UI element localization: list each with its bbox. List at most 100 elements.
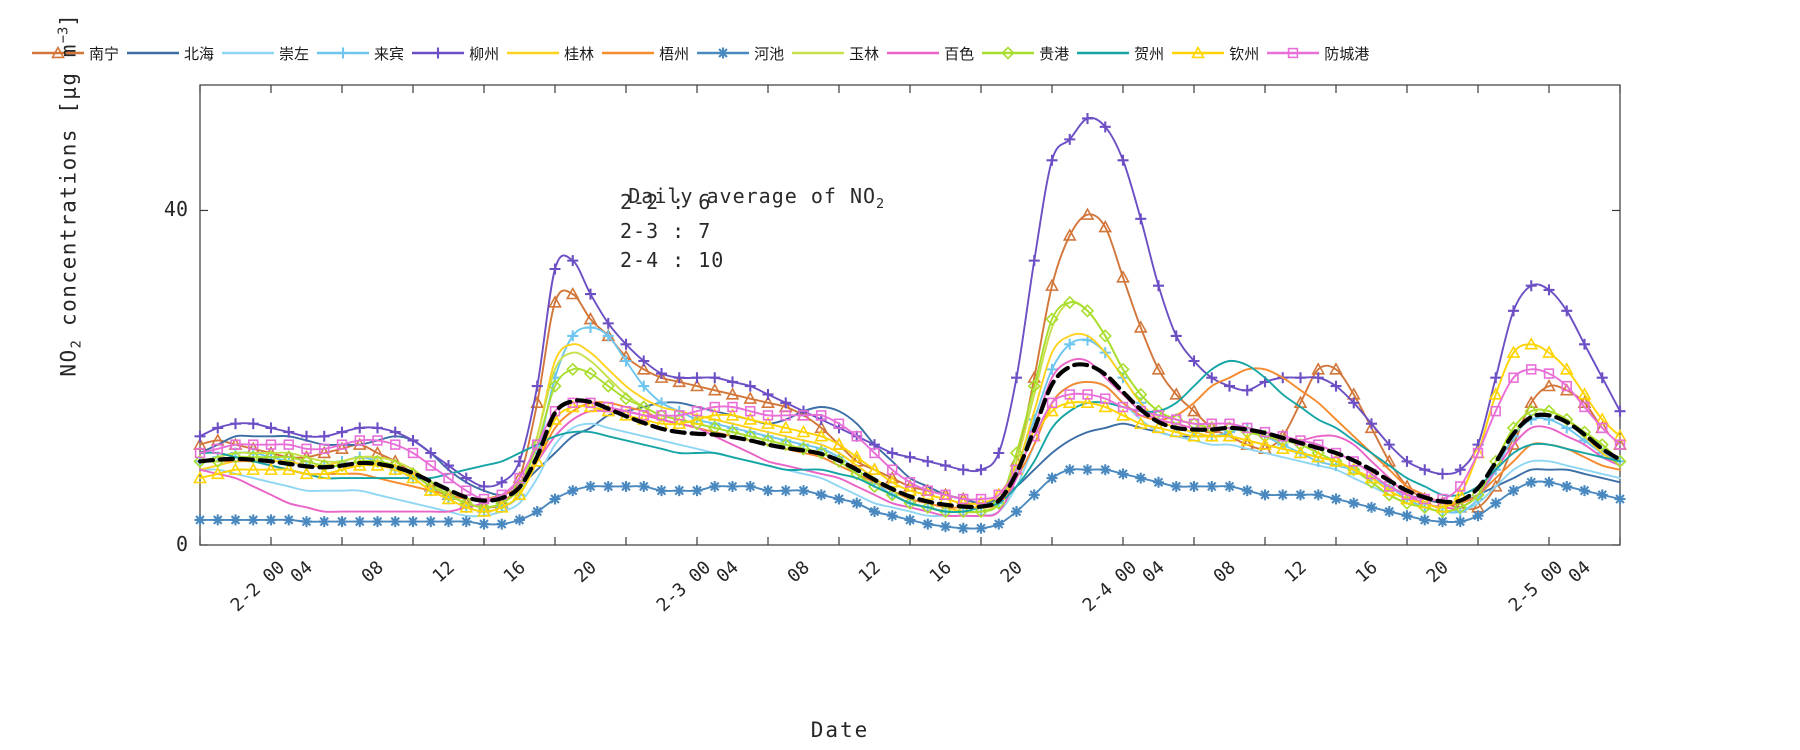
data-marker	[1133, 320, 1148, 333]
data-marker	[780, 485, 792, 497]
legend-item-4[interactable]: 来宾	[315, 43, 404, 64]
legend-item-14[interactable]: 防城港	[1265, 43, 1369, 64]
data-marker	[1312, 372, 1324, 384]
series-南宁	[193, 207, 1627, 513]
data-marker	[922, 485, 933, 496]
data-marker	[1204, 429, 1219, 442]
data-marker	[1577, 387, 1592, 400]
data-marker	[1062, 395, 1077, 409]
data-marker	[1383, 439, 1395, 451]
legend-item-5[interactable]: 柳州	[410, 43, 499, 64]
legend-item-10[interactable]: 百色	[885, 43, 974, 64]
data-marker	[1329, 454, 1343, 467]
data-marker	[974, 504, 988, 519]
data-marker	[690, 378, 704, 392]
data-marker	[531, 380, 543, 392]
data-marker	[904, 514, 916, 526]
data-marker	[727, 401, 738, 413]
data-marker	[1312, 489, 1324, 501]
data-marker	[1329, 362, 1343, 375]
legend-label: 桂林	[564, 44, 595, 63]
legend-item-12[interactable]: 贺州	[1075, 43, 1164, 64]
data-marker	[975, 522, 987, 534]
legend-item-8[interactable]: 河池	[695, 43, 784, 64]
data-marker	[602, 330, 614, 342]
data-marker	[673, 372, 685, 384]
data-marker	[353, 454, 367, 468]
data-marker	[1330, 493, 1342, 505]
data-marker	[1009, 446, 1024, 460]
data-marker	[993, 518, 1005, 530]
data-marker	[656, 368, 667, 380]
legend-item-13[interactable]: 钦州	[1170, 43, 1259, 64]
data-marker	[567, 255, 579, 267]
data-marker	[1366, 418, 1377, 430]
data-marker	[1116, 362, 1130, 376]
series-line	[199, 367, 1621, 509]
legend-item-6[interactable]: 桂林	[505, 43, 594, 64]
data-marker	[565, 286, 580, 300]
data-marker	[230, 514, 241, 526]
data-marker	[1045, 404, 1059, 417]
legend-item-9[interactable]: 玉林	[790, 43, 879, 64]
data-marker	[317, 458, 331, 473]
data-marker	[1187, 404, 1201, 417]
data-marker	[548, 295, 562, 308]
data-marker	[514, 514, 525, 526]
data-marker	[816, 410, 827, 421]
data-marker	[301, 443, 312, 455]
data-marker	[1028, 255, 1040, 267]
data-marker	[601, 379, 615, 393]
data-marker	[1117, 401, 1129, 413]
data-marker	[1117, 154, 1129, 166]
legend-item-11[interactable]: 贵港	[980, 43, 1069, 64]
data-marker	[1561, 380, 1572, 392]
data-marker	[247, 418, 259, 430]
data-marker	[636, 362, 651, 375]
data-marker	[265, 439, 277, 450]
data-marker	[1383, 506, 1395, 518]
data-marker	[1524, 337, 1539, 350]
data-marker	[194, 514, 206, 526]
data-marker	[1596, 489, 1608, 501]
legend-item-1[interactable]: 南宁	[30, 43, 119, 64]
data-marker	[638, 380, 650, 392]
data-marker	[1542, 345, 1556, 358]
data-marker	[796, 424, 811, 438]
data-marker	[246, 462, 261, 475]
data-marker	[638, 355, 650, 367]
data-marker	[1346, 462, 1361, 475]
data-marker	[673, 485, 685, 497]
data-marker	[1080, 207, 1095, 220]
data-marker	[265, 514, 277, 526]
legend-item-3[interactable]: 崇左	[220, 43, 309, 64]
legend-label: 贺州	[1134, 44, 1165, 63]
data-marker	[1526, 364, 1537, 375]
data-marker	[512, 487, 527, 501]
data-marker	[672, 416, 687, 429]
legend-item-7[interactable]: 梧州	[600, 43, 689, 64]
data-marker	[869, 506, 880, 518]
data-marker	[1506, 437, 1521, 450]
legend-item-2[interactable]: 北海	[125, 43, 214, 64]
data-marker	[336, 426, 348, 438]
data-marker	[602, 317, 614, 329]
data-marker	[691, 405, 703, 417]
data-marker	[1293, 445, 1308, 459]
data-marker	[1579, 338, 1590, 350]
data-marker	[1224, 418, 1235, 429]
data-marker	[761, 433, 775, 448]
data-marker	[1295, 372, 1306, 384]
data-marker	[1455, 481, 1466, 492]
data-marker	[867, 462, 882, 475]
data-marker	[1437, 468, 1448, 480]
annotation-line-2-4: 2-4 : 10	[620, 248, 725, 272]
data-marker	[1435, 500, 1450, 513]
data-marker	[407, 447, 419, 459]
data-marker	[1543, 476, 1555, 488]
data-marker	[336, 439, 348, 450]
data-marker	[1543, 368, 1555, 379]
data-marker	[443, 460, 454, 472]
data-marker	[1277, 489, 1289, 501]
data-marker	[496, 518, 508, 530]
